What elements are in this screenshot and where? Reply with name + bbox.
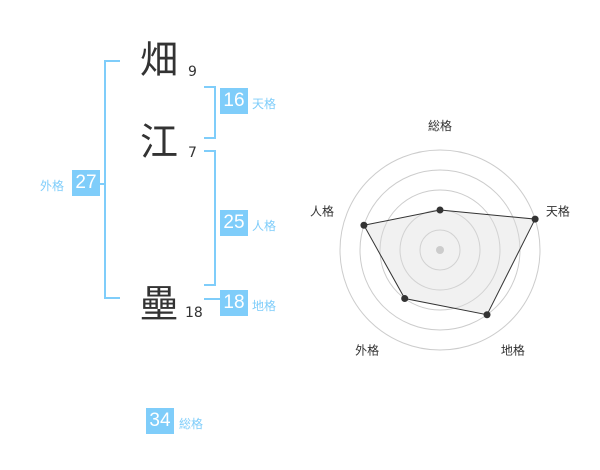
axis-label: 地格	[501, 342, 525, 357]
chikaku-value: 18	[220, 290, 248, 316]
tenkaku-bracket	[214, 86, 216, 139]
grid-ring	[339, 149, 541, 351]
jinkaku-value: 25	[220, 210, 248, 236]
char-2-strokes: 7	[188, 145, 197, 161]
bracket-tick	[104, 297, 120, 299]
bracket-tick	[204, 86, 216, 88]
bracket-tick	[204, 284, 216, 286]
radar-area	[363, 209, 536, 316]
outer-bracket	[104, 60, 106, 299]
bracket-tick	[100, 183, 106, 185]
radar-point	[401, 295, 409, 303]
char-2: 江	[140, 120, 179, 164]
bracket-tick	[104, 60, 120, 62]
grid-ring	[379, 189, 501, 311]
jinkaku-bracket	[214, 150, 216, 286]
gaikaku-value: 27	[72, 170, 100, 196]
bracket-tick	[204, 137, 216, 139]
gaikaku-label: 外格	[40, 179, 65, 193]
grid-ring	[419, 229, 461, 271]
radar-center	[436, 246, 444, 254]
axis-label: 天格	[546, 204, 570, 219]
radar-point	[436, 206, 444, 214]
soukaku-value: 34	[146, 408, 174, 434]
axis-label: 総格	[428, 118, 452, 133]
soukaku-label: 総格	[179, 417, 204, 431]
char-1: 畑	[140, 38, 179, 82]
axis-label: 外格	[355, 342, 379, 357]
radar-point	[531, 215, 539, 223]
char-3: 壘	[140, 282, 179, 326]
chikaku-label: 地格	[252, 299, 277, 313]
tenkaku-value: 16	[220, 88, 248, 114]
axis-label: 人格	[310, 204, 334, 219]
radar-point	[483, 311, 491, 319]
char-1-strokes: 9	[188, 64, 197, 80]
radar-point	[360, 221, 368, 229]
bracket-tick	[204, 150, 216, 152]
char-3-strokes: 18	[185, 305, 203, 321]
bracket-tick	[204, 298, 220, 300]
tenkaku-label: 天格	[252, 97, 277, 111]
jinkaku-label: 人格	[252, 219, 277, 233]
